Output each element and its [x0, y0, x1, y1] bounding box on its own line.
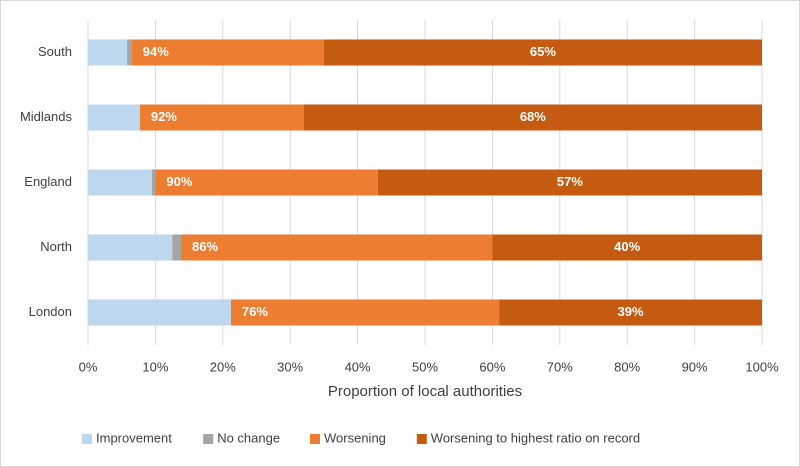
- x-tick-label: 80%: [614, 359, 640, 374]
- x-tick-label: 20%: [210, 359, 236, 374]
- legend-swatch: [203, 434, 214, 444]
- x-tick-label: 0%: [79, 359, 98, 374]
- y-tick-label: Midlands: [20, 109, 73, 124]
- legend-label: No change: [217, 430, 280, 445]
- y-tick-label: England: [24, 174, 72, 189]
- legend-label: Worsening: [324, 430, 386, 445]
- y-tick-label: North: [40, 239, 72, 254]
- legend-swatch: [82, 434, 92, 444]
- bar-segment: [88, 169, 153, 196]
- total-label: 94%: [143, 44, 169, 59]
- data-label: 65%: [530, 44, 556, 59]
- bar-segment: [155, 169, 378, 196]
- x-axis-label: Proportion of local authorities: [328, 383, 522, 400]
- x-tick-label: 70%: [547, 359, 573, 374]
- bar-segment: [152, 169, 156, 196]
- bar-segment: [139, 104, 304, 131]
- legend-swatch: [310, 434, 320, 444]
- x-tick-label: 10%: [142, 359, 168, 374]
- bar-segment: [377, 169, 762, 196]
- x-tick-label: 100%: [745, 359, 779, 374]
- legend-label: Improvement: [96, 430, 172, 445]
- bar-segment: [499, 299, 762, 326]
- bar-segment: [492, 234, 762, 261]
- bar-segment: [181, 234, 493, 261]
- bar-segment: [88, 299, 231, 326]
- data-label: 40%: [614, 239, 640, 254]
- data-label: 39%: [618, 304, 644, 319]
- total-label: 92%: [151, 109, 177, 124]
- x-tick-label: 60%: [479, 359, 505, 374]
- bar-segment: [88, 234, 173, 261]
- total-label: 86%: [192, 239, 218, 254]
- bar-segment: [88, 39, 128, 66]
- bar-segment: [131, 39, 324, 66]
- bar-segment: [230, 299, 500, 326]
- bar-segment: [323, 39, 762, 66]
- total-label: 76%: [242, 304, 268, 319]
- y-tick-label: London: [29, 304, 72, 319]
- data-label: 68%: [520, 109, 546, 124]
- legend-label: Worsening to highest ratio on record: [431, 430, 640, 445]
- x-tick-label: 40%: [345, 359, 371, 374]
- bar-segment: [88, 104, 140, 131]
- bar-segment: [127, 39, 132, 66]
- x-tick-label: 90%: [682, 359, 708, 374]
- bar-segment: [303, 104, 762, 131]
- bar-segment: [172, 234, 182, 261]
- x-tick-label: 50%: [412, 359, 438, 374]
- legend-swatch: [416, 434, 427, 444]
- y-tick-label: South: [38, 44, 72, 59]
- data-label: 57%: [557, 174, 583, 189]
- total-label: 90%: [166, 174, 192, 189]
- x-tick-label: 30%: [277, 359, 303, 374]
